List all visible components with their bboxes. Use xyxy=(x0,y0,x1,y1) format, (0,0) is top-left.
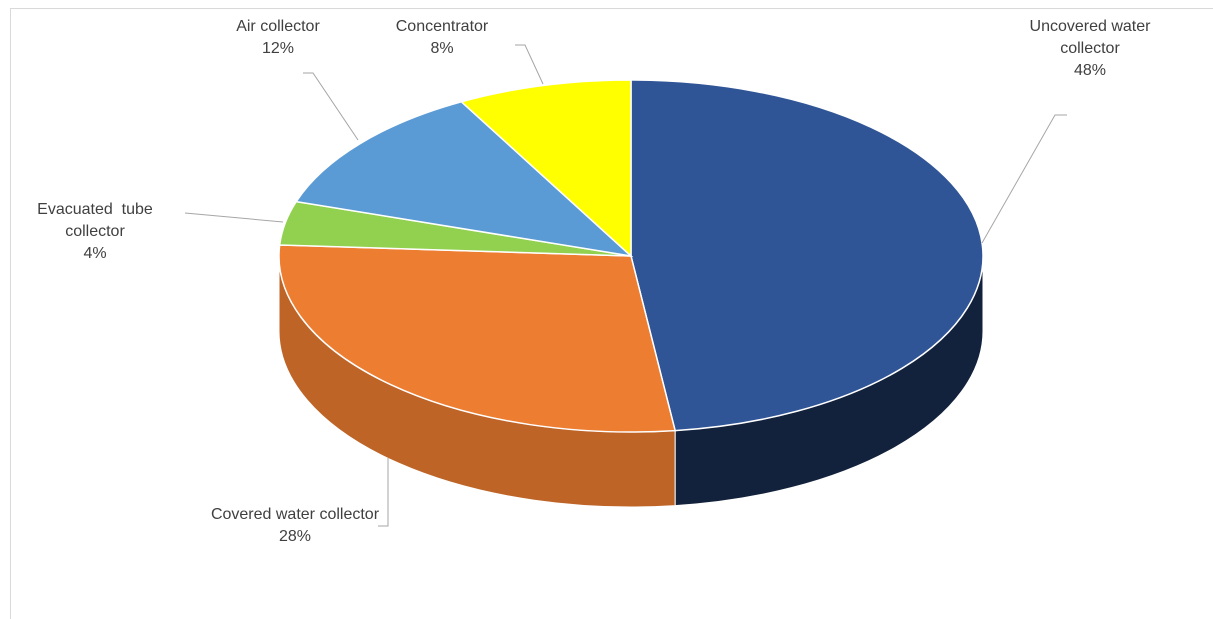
category-label: Air collector xyxy=(236,18,320,35)
category-label: Concentrator xyxy=(395,18,489,35)
data-label: Concentrator 8% xyxy=(367,16,517,60)
value-label: 8% xyxy=(430,40,454,57)
data-label: Covered water collector 28% xyxy=(210,504,380,548)
slice xyxy=(630,79,984,432)
value-label: 48% xyxy=(1073,62,1107,79)
value-label: 12% xyxy=(261,40,295,57)
slice xyxy=(294,100,634,258)
category-label: Covered water collector xyxy=(210,506,380,523)
value-label: 28% xyxy=(278,528,312,545)
value-label: 4% xyxy=(83,245,107,262)
category-label: Uncovered water collector xyxy=(1029,18,1155,57)
leader-line xyxy=(378,458,389,527)
leader-line xyxy=(184,212,284,223)
data-label: Evacuated tube collector 4% xyxy=(10,199,180,265)
data-label: Air collector 12% xyxy=(203,16,353,60)
leader-line xyxy=(303,72,359,141)
slice xyxy=(459,79,632,258)
category-label: Evacuated tube collector xyxy=(37,201,158,240)
slice xyxy=(278,244,677,433)
leader-line xyxy=(515,44,544,85)
data-label: Uncovered water collector 48% xyxy=(1000,16,1180,82)
leader-line xyxy=(981,114,1067,244)
chart-frame xyxy=(10,8,1213,619)
